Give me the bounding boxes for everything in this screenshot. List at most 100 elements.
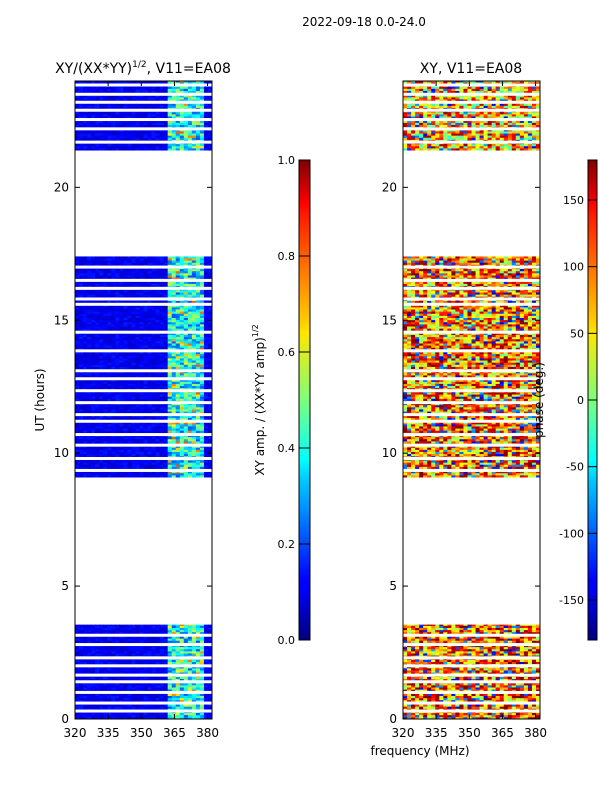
- heatmap-cell: [87, 423, 92, 427]
- heatmap-cell: [99, 687, 104, 690]
- heatmap-cell: [171, 311, 177, 314]
- heatmap-cell: [179, 646, 185, 650]
- heatmap-cell: [147, 423, 153, 427]
- heatmap-cell: [187, 466, 193, 469]
- heatmap-cell: [183, 392, 189, 395]
- heatmap-cell: [91, 716, 96, 719]
- heatmap-cell: [195, 706, 201, 709]
- heatmap-cell: [91, 464, 96, 467]
- heatmap-cell: [179, 366, 185, 370]
- heatmap-cell: [195, 661, 201, 665]
- heatmap-cell: [179, 323, 185, 327]
- heatmap-cell: [159, 627, 165, 631]
- heatmap-cell: [131, 332, 137, 336]
- heatmap-cell: [111, 693, 116, 697]
- heatmap-cell: [195, 638, 201, 641]
- heatmap-cell: [175, 270, 181, 274]
- heatmap-cell: [163, 404, 169, 408]
- heatmap-cell: [151, 375, 157, 378]
- heatmap-cell: [175, 309, 181, 312]
- heatmap-cell: [91, 682, 96, 686]
- heatmap-cell: [123, 394, 128, 397]
- heatmap-cell: [111, 283, 116, 287]
- heatmap-cell: [107, 421, 112, 425]
- heatmap-cell: [159, 667, 165, 671]
- heatmap-cell: [151, 423, 157, 427]
- heatmap-cell: [155, 415, 161, 418]
- heatmap-cell: [79, 629, 84, 633]
- heatmap-cell: [131, 417, 137, 421]
- heatmap-cell: [203, 409, 209, 412]
- heatmap-cell: [187, 411, 193, 414]
- heatmap-cell: [151, 383, 157, 387]
- heatmap-cell: [127, 712, 133, 716]
- heatmap-cell: [151, 353, 157, 357]
- heatmap-cell: [131, 319, 137, 323]
- heatmap-cell: [95, 440, 100, 444]
- heatmap-cell: [79, 383, 84, 387]
- heatmap-cell: [203, 453, 209, 457]
- heatmap-cell: [127, 704, 133, 707]
- heatmap-cell: [143, 423, 149, 427]
- heatmap-cell: [187, 460, 193, 463]
- heatmap-cell: [179, 375, 185, 378]
- heatmap-cell: [111, 678, 116, 682]
- heatmap-cell: [179, 682, 185, 686]
- heatmap-cell: [159, 396, 165, 399]
- heatmap-cell: [79, 309, 84, 312]
- heatmap-cell: [115, 326, 120, 329]
- heatmap-cell: [75, 697, 80, 701]
- heatmap-cell: [171, 436, 177, 440]
- heatmap-cell: [179, 678, 185, 682]
- heatmap-cell: [119, 687, 124, 690]
- heatmap-cell: [195, 360, 201, 363]
- heatmap-cell: [147, 364, 153, 367]
- heatmap-cell: [135, 670, 141, 673]
- heatmap-cell: [79, 699, 84, 703]
- heatmap-cell: [135, 340, 141, 344]
- heatmap-cell: [107, 313, 112, 316]
- heatmap-cell: [135, 338, 141, 342]
- heatmap-cell: [187, 345, 193, 348]
- heatmap-cell: [87, 421, 92, 425]
- heatmap-cell: [79, 423, 84, 427]
- heatmap-cell: [143, 366, 149, 370]
- heatmap-cell: [87, 474, 92, 478]
- heatmap-cell: [199, 262, 205, 265]
- heatmap-cell: [167, 693, 173, 697]
- heatmap-cell: [203, 470, 209, 474]
- heatmap-cell: [135, 712, 141, 716]
- heatmap-cell: [143, 693, 149, 697]
- heatmap-cell: [103, 430, 108, 433]
- heatmap-cell: [107, 447, 112, 450]
- heatmap-cell: [191, 440, 197, 444]
- heatmap-cell: [95, 470, 100, 474]
- heatmap-cell: [195, 453, 201, 457]
- heatmap-cell: [167, 300, 173, 304]
- heatmap-cell: [203, 706, 209, 709]
- heatmap-cell: [139, 272, 145, 276]
- heatmap-cell: [99, 462, 104, 465]
- heatmap-cell: [151, 716, 157, 719]
- heatmap-cell: [91, 661, 96, 665]
- heatmap-cell: [107, 453, 112, 457]
- heatmap-cell: [179, 372, 185, 376]
- heatmap-cell: [123, 313, 128, 316]
- heatmap-cell: [119, 315, 124, 318]
- heatmap-cell: [111, 364, 116, 367]
- heatmap-cell: [91, 417, 96, 421]
- heatmap-cell: [107, 357, 112, 361]
- heatmap-cell: [195, 353, 201, 357]
- heatmap-cell: [139, 695, 145, 699]
- heatmap-cell: [143, 270, 149, 274]
- heatmap-cell: [155, 366, 161, 370]
- heatmap-cell: [91, 357, 96, 361]
- heatmap-cell: [183, 379, 189, 382]
- heatmap-cell: [135, 306, 141, 310]
- heatmap-cell: [111, 449, 116, 452]
- heatmap-cell: [103, 345, 108, 348]
- heatmap-cell: [103, 449, 108, 452]
- heatmap-cell: [75, 661, 80, 665]
- heatmap-cell: [159, 315, 165, 318]
- heatmap-cell: [119, 659, 124, 662]
